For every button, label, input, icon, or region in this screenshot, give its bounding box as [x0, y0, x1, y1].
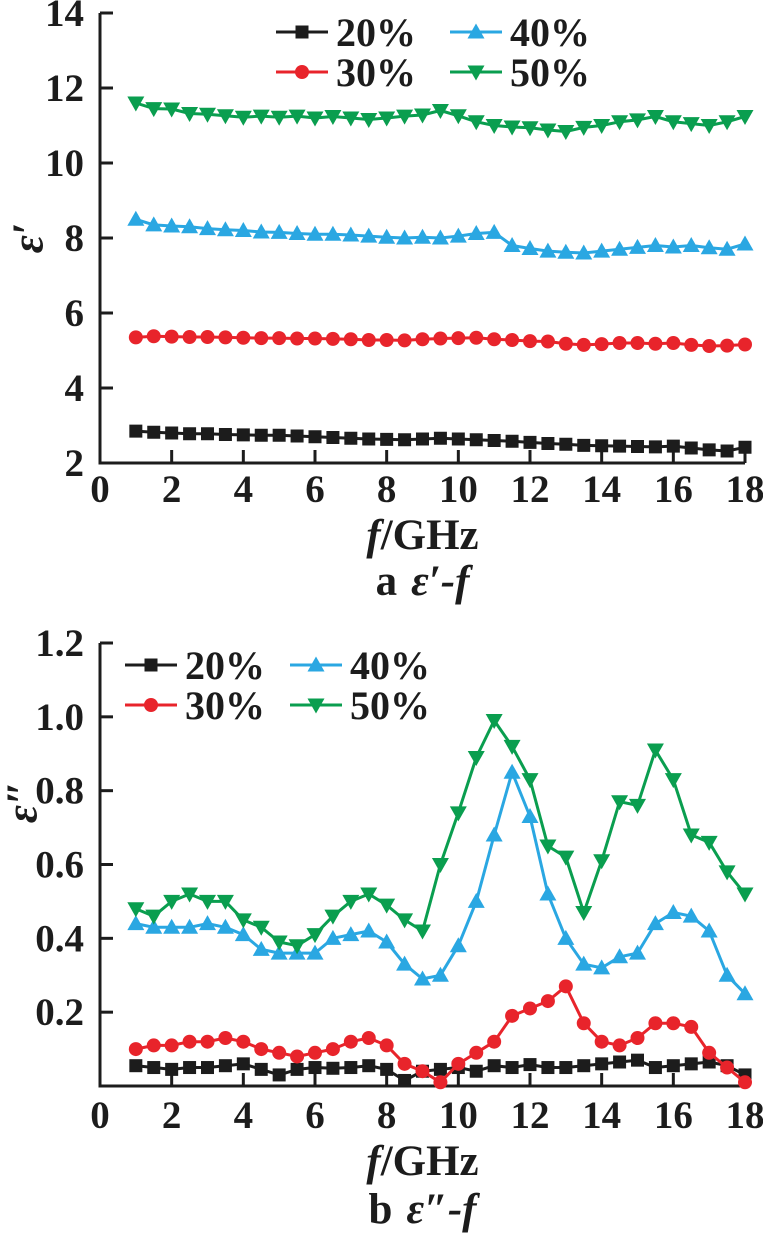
x-tick-label: 4	[234, 1094, 254, 1134]
x-tick-label: 6	[305, 468, 325, 510]
legend-entry-30%: 30%	[125, 683, 265, 728]
x-tick-label: 16	[654, 468, 693, 510]
x-tick-label: 2	[162, 468, 182, 510]
legend-label: 50%	[350, 683, 430, 728]
y-tick-label: 0.6	[35, 844, 84, 887]
series-40%	[127, 763, 754, 1001]
series-50%	[127, 714, 754, 955]
legend-entry-20%: 20%	[125, 643, 265, 688]
x-tick-label: 14	[582, 468, 621, 510]
series-30%	[128, 329, 752, 353]
chart-a-x-axis-label: f/GHz	[366, 512, 479, 559]
x-tick-label: 14	[582, 1094, 621, 1134]
legend: 20%30% 40%50%	[125, 643, 430, 728]
x-tick-label: 6	[305, 1094, 325, 1134]
y-tick-label: 1.0	[35, 696, 84, 739]
series-30%	[128, 979, 752, 1090]
legend-label: 20%	[336, 10, 416, 55]
legend-entry-20%: 20%	[276, 10, 416, 55]
series-40%	[127, 210, 754, 260]
y-tick-label: 6	[65, 292, 85, 335]
chart-b-plot: 0.2 0.4 0.6 0.8 1.0 1.2 0 2 4 6 8 10 12 14 16 18 20%30% 4…	[35, 622, 763, 1134]
legend-entry-30%: 30%	[276, 50, 416, 95]
legend-label: 30%	[185, 683, 265, 728]
legend-entry-50%: 50%	[290, 683, 430, 728]
y-tick-label: 12	[45, 67, 84, 110]
x-tick-label: 8	[377, 1094, 397, 1134]
x-tick-label: 4	[234, 468, 254, 510]
y-tick-label: 14	[45, 0, 84, 35]
x-tick-label: 8	[377, 468, 397, 510]
x-tick-label: 10	[439, 468, 478, 510]
x-tick-label: 2	[162, 1094, 182, 1134]
chart-b-x-axis-label: f/GHz	[366, 1138, 479, 1185]
y-tick-label: 8	[65, 217, 85, 260]
legend-entry-40%: 40%	[290, 643, 430, 688]
axes: 0.2 0.4 0.6 0.8 1.0 1.2 0 2 4 6 8 10 12 14 16 18	[35, 622, 763, 1134]
x-tick-label: 18	[726, 468, 763, 510]
legend-label: 40%	[350, 643, 430, 688]
legend-label: 40%	[510, 10, 590, 55]
chart-b-caption: b ε″-f	[368, 1186, 477, 1233]
y-tick-label: 4	[65, 367, 85, 410]
series-20%	[129, 424, 752, 458]
legend-entry-50%: 50%	[450, 50, 590, 95]
x-tick-label: 10	[439, 1094, 478, 1134]
legend-label: 50%	[510, 50, 590, 95]
x-tick-label: 18	[726, 1094, 763, 1134]
y-tick-label: 0.2	[35, 991, 84, 1034]
legend: 20%30% 40%50%	[276, 10, 590, 95]
legend-label: 20%	[185, 643, 265, 688]
y-tick-label: 10	[45, 142, 84, 185]
x-tick-label: 16	[654, 1094, 693, 1134]
chart-a-caption: a ε′-f	[375, 558, 470, 605]
y-tick-label: 2	[65, 442, 85, 485]
y-tick-label: 1.2	[35, 622, 84, 665]
x-tick-label: 0	[90, 1094, 110, 1134]
y-tick-label: 0.4	[35, 917, 84, 960]
x-tick-label: 12	[511, 1094, 550, 1134]
x-tick-label: 0	[90, 468, 110, 510]
legend-label: 30%	[336, 50, 416, 95]
legend-entry-40%: 40%	[450, 10, 590, 55]
x-tick-label: 12	[511, 468, 550, 510]
series-50%	[127, 96, 754, 140]
y-tick-label: 0.8	[35, 770, 84, 813]
